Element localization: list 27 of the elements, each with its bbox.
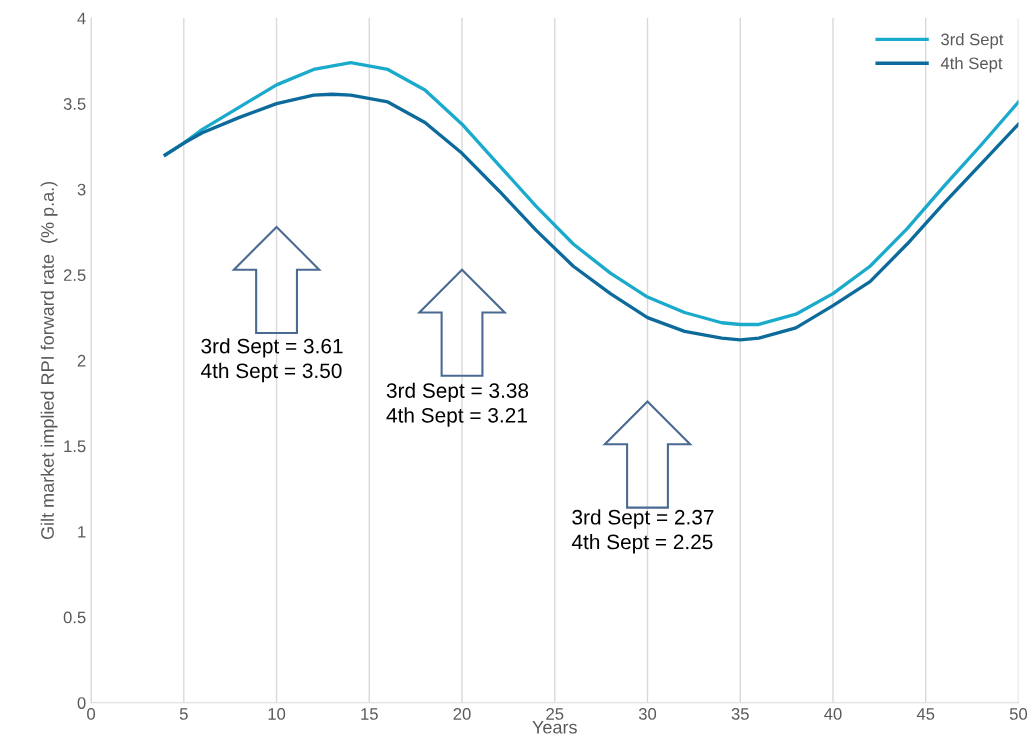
x-tick-label: 20: [453, 708, 471, 720]
x-tick-label: 10: [268, 708, 286, 720]
y-tick-label: 1: [78, 526, 86, 538]
x-tick-label: 40: [824, 708, 842, 720]
y-tick-label: 2.5: [63, 269, 86, 282]
legend-label: 4th Sept: [940, 56, 1003, 73]
y-tick-label: 3: [77, 183, 86, 196]
x-tick-label: 50: [1009, 708, 1028, 720]
y-tick-label: 1.5: [64, 440, 86, 453]
y-tick-label: 0.5: [63, 611, 86, 624]
x-tick-label: 0: [87, 708, 96, 720]
y-tick-label: 3.5: [63, 98, 86, 110]
y-tick-label: 0: [77, 697, 86, 709]
x-tick-label: 15: [361, 708, 378, 720]
x-tick-label: 5: [179, 708, 188, 720]
y-tick-label: 4: [77, 12, 86, 25]
annotation: 3rd Sept = 2.37 4th Sept = 2.25: [571, 509, 714, 554]
x-tick-label: 25: [546, 708, 564, 720]
x-axis-title: Years: [532, 721, 577, 734]
annotation: 3rd Sept = 3.61 4th Sept = 3.50: [200, 338, 343, 383]
x-tick-label: 45: [916, 708, 935, 720]
legend-label: 3rd Sept: [941, 33, 1004, 49]
annotation: 3rd Sept = 3.38 4th Sept = 3.21: [386, 382, 529, 427]
y-tick-label: 2: [77, 354, 86, 367]
x-tick-label: 35: [731, 708, 749, 720]
x-tick-label: 30: [638, 708, 657, 720]
y-axis-title: Gilt market implied RPI forward rate (% p.a.): [40, 181, 58, 540]
